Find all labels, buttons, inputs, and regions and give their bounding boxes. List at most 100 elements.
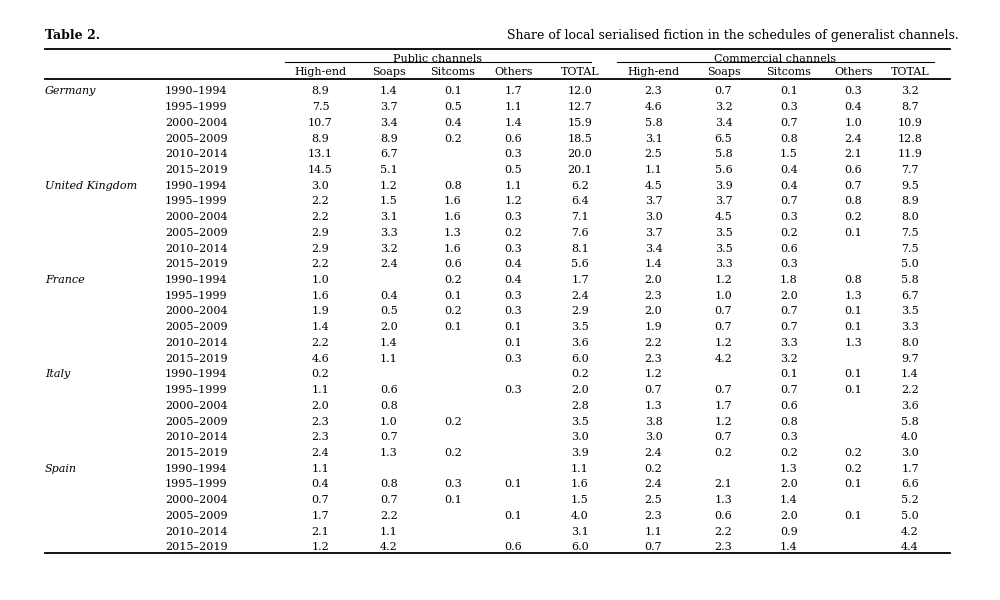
Text: 3.9: 3.9 [571, 448, 589, 458]
Text: 12.7: 12.7 [568, 102, 592, 112]
Text: 8.9: 8.9 [312, 86, 329, 97]
Text: Germany: Germany [45, 86, 96, 97]
Text: 1.4: 1.4 [380, 338, 398, 348]
Text: 3.5: 3.5 [901, 307, 919, 316]
Text: Commercial channels: Commercial channels [714, 54, 837, 64]
Text: 8.9: 8.9 [312, 134, 329, 143]
Text: 7.6: 7.6 [571, 228, 589, 238]
Text: 5.2: 5.2 [901, 495, 919, 505]
Text: 1.2: 1.2 [312, 542, 329, 552]
Text: 14.5: 14.5 [308, 165, 333, 175]
Text: 0.2: 0.2 [845, 464, 862, 473]
Text: 0.4: 0.4 [444, 118, 462, 128]
Text: 8.1: 8.1 [571, 244, 589, 254]
Text: 20.0: 20.0 [568, 149, 592, 159]
Text: 2.9: 2.9 [312, 244, 329, 254]
Text: 12.0: 12.0 [568, 86, 592, 97]
Text: 0.6: 0.6 [505, 542, 522, 552]
Text: 1990–1994: 1990–1994 [165, 181, 228, 191]
Text: 1.4: 1.4 [645, 259, 662, 269]
Text: 1.7: 1.7 [312, 511, 329, 521]
Text: 1.0: 1.0 [380, 416, 398, 427]
Text: 0.7: 0.7 [780, 385, 798, 395]
Text: 3.4: 3.4 [645, 244, 662, 254]
Text: 0.1: 0.1 [505, 338, 522, 348]
Text: 0.2: 0.2 [444, 416, 462, 427]
Text: 2.1: 2.1 [715, 479, 732, 490]
Text: 3.5: 3.5 [571, 322, 589, 332]
Text: 6.7: 6.7 [901, 291, 919, 301]
Text: 3.1: 3.1 [380, 212, 398, 222]
Text: 2.3: 2.3 [312, 432, 329, 442]
Text: Sitcoms: Sitcoms [766, 67, 811, 77]
Text: 0.3: 0.3 [780, 212, 798, 222]
Text: 3.9: 3.9 [715, 181, 732, 191]
Text: 2.4: 2.4 [645, 448, 662, 458]
Text: 2015–2019: 2015–2019 [165, 165, 228, 175]
Text: 0.2: 0.2 [444, 448, 462, 458]
Text: 0.7: 0.7 [645, 542, 662, 552]
Text: 0.1: 0.1 [845, 511, 862, 521]
Text: 0.6: 0.6 [505, 134, 522, 143]
Text: 0.7: 0.7 [780, 322, 798, 332]
Text: 1.8: 1.8 [780, 275, 798, 285]
Text: 3.0: 3.0 [901, 448, 919, 458]
Text: 3.5: 3.5 [715, 244, 732, 254]
Text: 1.1: 1.1 [571, 464, 589, 473]
Text: 0.2: 0.2 [715, 448, 732, 458]
Text: 0.2: 0.2 [645, 464, 662, 473]
Text: 5.8: 5.8 [715, 149, 732, 159]
Text: 1.1: 1.1 [645, 165, 662, 175]
Text: 3.3: 3.3 [380, 228, 398, 238]
Text: 0.2: 0.2 [444, 134, 462, 143]
Text: Spain: Spain [45, 464, 77, 473]
Text: 2.0: 2.0 [645, 275, 662, 285]
Text: 0.5: 0.5 [444, 102, 462, 112]
Text: 1995–1999: 1995–1999 [165, 479, 228, 490]
Text: 3.3: 3.3 [780, 338, 798, 348]
Text: 2005–2009: 2005–2009 [165, 322, 228, 332]
Text: 2.4: 2.4 [380, 259, 398, 269]
Text: 0.3: 0.3 [505, 353, 522, 364]
Text: 2.9: 2.9 [571, 307, 589, 316]
Text: 0.7: 0.7 [715, 322, 732, 332]
Text: 5.1: 5.1 [380, 165, 398, 175]
Text: 0.7: 0.7 [380, 495, 398, 505]
Text: 2.4: 2.4 [645, 479, 662, 490]
Text: 0.4: 0.4 [505, 259, 522, 269]
Text: 1.2: 1.2 [715, 275, 732, 285]
Text: 4.2: 4.2 [380, 542, 398, 552]
Text: 8.0: 8.0 [901, 212, 919, 222]
Text: 1.5: 1.5 [380, 196, 398, 206]
Text: 7.5: 7.5 [901, 244, 919, 254]
Text: 3.3: 3.3 [715, 259, 732, 269]
Text: 0.7: 0.7 [715, 307, 732, 316]
Text: 2.4: 2.4 [571, 291, 589, 301]
Text: 0.1: 0.1 [505, 511, 522, 521]
Text: 7.5: 7.5 [901, 228, 919, 238]
Text: 2.4: 2.4 [845, 134, 862, 143]
Text: 0.3: 0.3 [505, 244, 522, 254]
Text: 0.7: 0.7 [715, 432, 732, 442]
Text: 0.7: 0.7 [845, 181, 862, 191]
Text: 5.0: 5.0 [901, 259, 919, 269]
Text: 6.7: 6.7 [380, 149, 398, 159]
Text: 3.1: 3.1 [645, 134, 662, 143]
Text: 1.6: 1.6 [444, 244, 462, 254]
Text: 3.6: 3.6 [901, 401, 919, 411]
Text: 10.9: 10.9 [898, 118, 922, 128]
Text: 1.9: 1.9 [645, 322, 662, 332]
Text: 3.7: 3.7 [380, 102, 398, 112]
Text: 1995–1999: 1995–1999 [165, 196, 228, 206]
Text: 1990–1994: 1990–1994 [165, 86, 228, 97]
Text: 3.5: 3.5 [571, 416, 589, 427]
Text: 2015–2019: 2015–2019 [165, 448, 228, 458]
Text: 0.4: 0.4 [380, 291, 398, 301]
Text: 3.7: 3.7 [645, 196, 662, 206]
Text: 0.4: 0.4 [505, 275, 522, 285]
Text: United Kingdom: United Kingdom [45, 181, 137, 191]
Text: TOTAL: TOTAL [561, 67, 599, 77]
Text: 2.3: 2.3 [645, 511, 662, 521]
Text: 5.8: 5.8 [645, 118, 662, 128]
Text: 0.1: 0.1 [505, 479, 522, 490]
